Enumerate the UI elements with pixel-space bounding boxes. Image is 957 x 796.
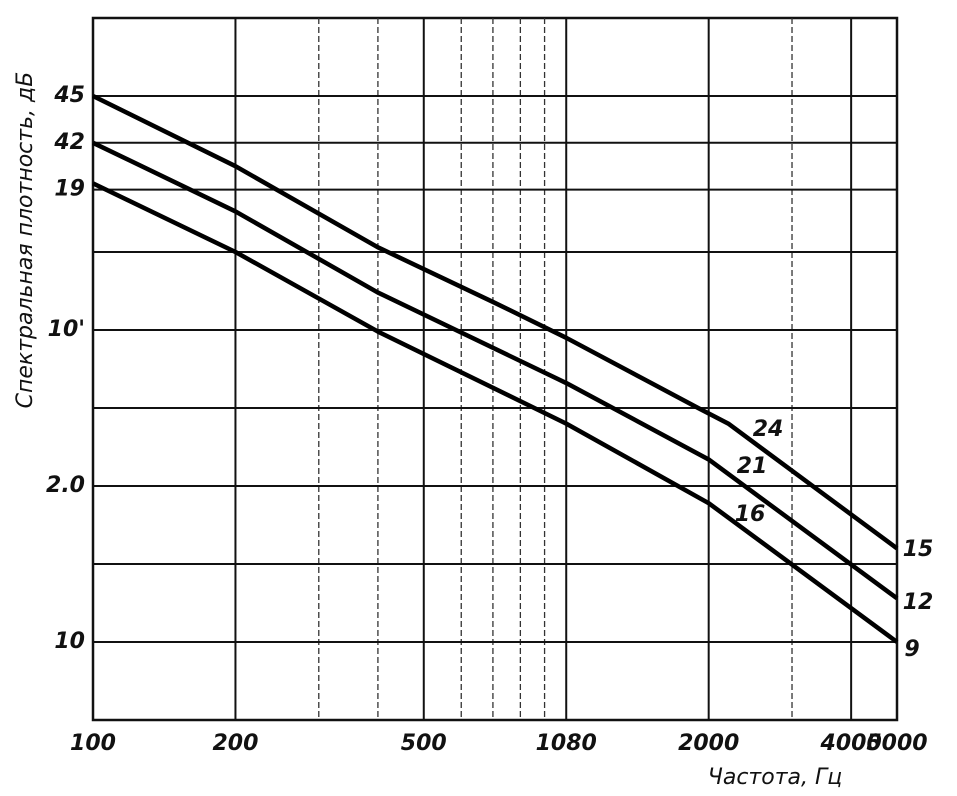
x-tick-label: 500 [401, 731, 447, 756]
series-line [92, 93, 899, 551]
y-axis-title: Спектральная плотность, дБ [13, 72, 38, 409]
y-tick-label: 45 [53, 83, 85, 108]
curve-label: 15 [903, 537, 934, 562]
series-line [92, 140, 899, 601]
x-tick-label: 4000 [820, 731, 882, 756]
x-tick-label: 200 [212, 731, 258, 756]
curve-label: 12 [903, 590, 934, 615]
plot-frame [91, 16, 899, 722]
curve-label: 9 [904, 637, 919, 662]
x-axis-title: Частота, Гц [708, 765, 842, 790]
curve-label: 16 [735, 502, 766, 527]
x-tick-label: 2000 [678, 731, 739, 756]
curve-label: 21 [737, 454, 768, 479]
x-tick-label: 1080 [536, 731, 597, 756]
y-tick-label: 42 [53, 130, 85, 155]
curve-label: 24 [753, 417, 784, 442]
x-tick-label: 100 [70, 731, 116, 756]
y-tick-label: 10' [48, 317, 85, 342]
y-tick-label: 2.0 [46, 473, 85, 498]
y-tick-label: 10 [54, 629, 85, 654]
series-line [92, 181, 899, 644]
x-tick-label: 5000 [866, 731, 927, 756]
y-tick-label: 19 [54, 177, 85, 202]
